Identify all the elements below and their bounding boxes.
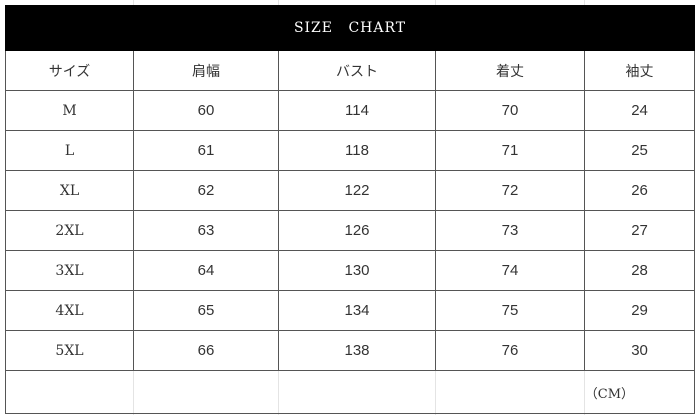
header-row: サイズ 肩幅 バスト 着丈 袖丈 xyxy=(5,50,696,91)
value-cell: 62 xyxy=(133,170,279,211)
value-cell: 29 xyxy=(583,290,696,331)
value-cell: 75 xyxy=(435,290,585,331)
value-cell: 134 xyxy=(278,290,436,331)
value-cell: 118 xyxy=(278,130,436,171)
value-cell: 60 xyxy=(133,90,279,131)
size-cell: 5XL xyxy=(5,330,134,371)
title-row: SIZE CHART xyxy=(4,5,696,51)
value-cell: 66 xyxy=(133,330,279,371)
table-row: 3XL 64 130 74 28 xyxy=(5,250,696,291)
size-cell: 4XL xyxy=(5,290,134,331)
value-cell: 73 xyxy=(435,210,585,251)
value-cell: 72 xyxy=(435,170,585,211)
value-cell: 27 xyxy=(583,210,696,251)
value-cell: 61 xyxy=(133,130,279,171)
table-row: 4XL 65 134 75 29 xyxy=(5,290,696,331)
chart-title: SIZE CHART xyxy=(4,5,696,51)
value-cell: 64 xyxy=(133,250,279,291)
value-cell: 24 xyxy=(583,90,696,131)
size-cell: L xyxy=(5,130,134,171)
table-row: 2XL 63 126 73 27 xyxy=(5,210,696,251)
size-cell: M xyxy=(5,90,134,131)
table-row: L 61 118 71 25 xyxy=(5,130,696,171)
value-cell: 138 xyxy=(278,330,436,371)
value-cell: 130 xyxy=(278,250,436,291)
value-cell: 122 xyxy=(278,170,436,211)
header-length: 着丈 xyxy=(435,50,585,91)
value-cell: 126 xyxy=(278,210,436,251)
size-cell: 2XL xyxy=(5,210,134,251)
size-cell: XL xyxy=(5,170,134,211)
value-cell: 76 xyxy=(435,330,585,371)
header-size: サイズ xyxy=(5,50,134,91)
table-row: M 60 114 70 24 xyxy=(5,90,696,131)
size-chart-table: SIZE CHART サイズ 肩幅 バスト 着丈 袖丈 M 60 114 70 24 L 6… xyxy=(4,5,696,414)
footer-row: （CM） xyxy=(4,370,696,414)
header-bust: バスト xyxy=(278,50,436,91)
value-cell: 26 xyxy=(583,170,696,211)
size-cell: 3XL xyxy=(5,250,134,291)
table-row: 5XL 66 138 76 30 xyxy=(5,330,696,371)
header-shoulder: 肩幅 xyxy=(133,50,279,91)
value-cell: 28 xyxy=(583,250,696,291)
table-row: XL 62 122 72 26 xyxy=(5,170,696,211)
value-cell: 70 xyxy=(435,90,585,131)
value-cell: 74 xyxy=(435,250,585,291)
value-cell: 71 xyxy=(435,130,585,171)
value-cell: 63 xyxy=(133,210,279,251)
unit-note: （CM） xyxy=(4,370,696,414)
value-cell: 114 xyxy=(278,90,436,131)
value-cell: 25 xyxy=(583,130,696,171)
value-cell: 30 xyxy=(583,330,696,371)
value-cell: 65 xyxy=(133,290,279,331)
header-sleeve: 袖丈 xyxy=(583,50,696,91)
